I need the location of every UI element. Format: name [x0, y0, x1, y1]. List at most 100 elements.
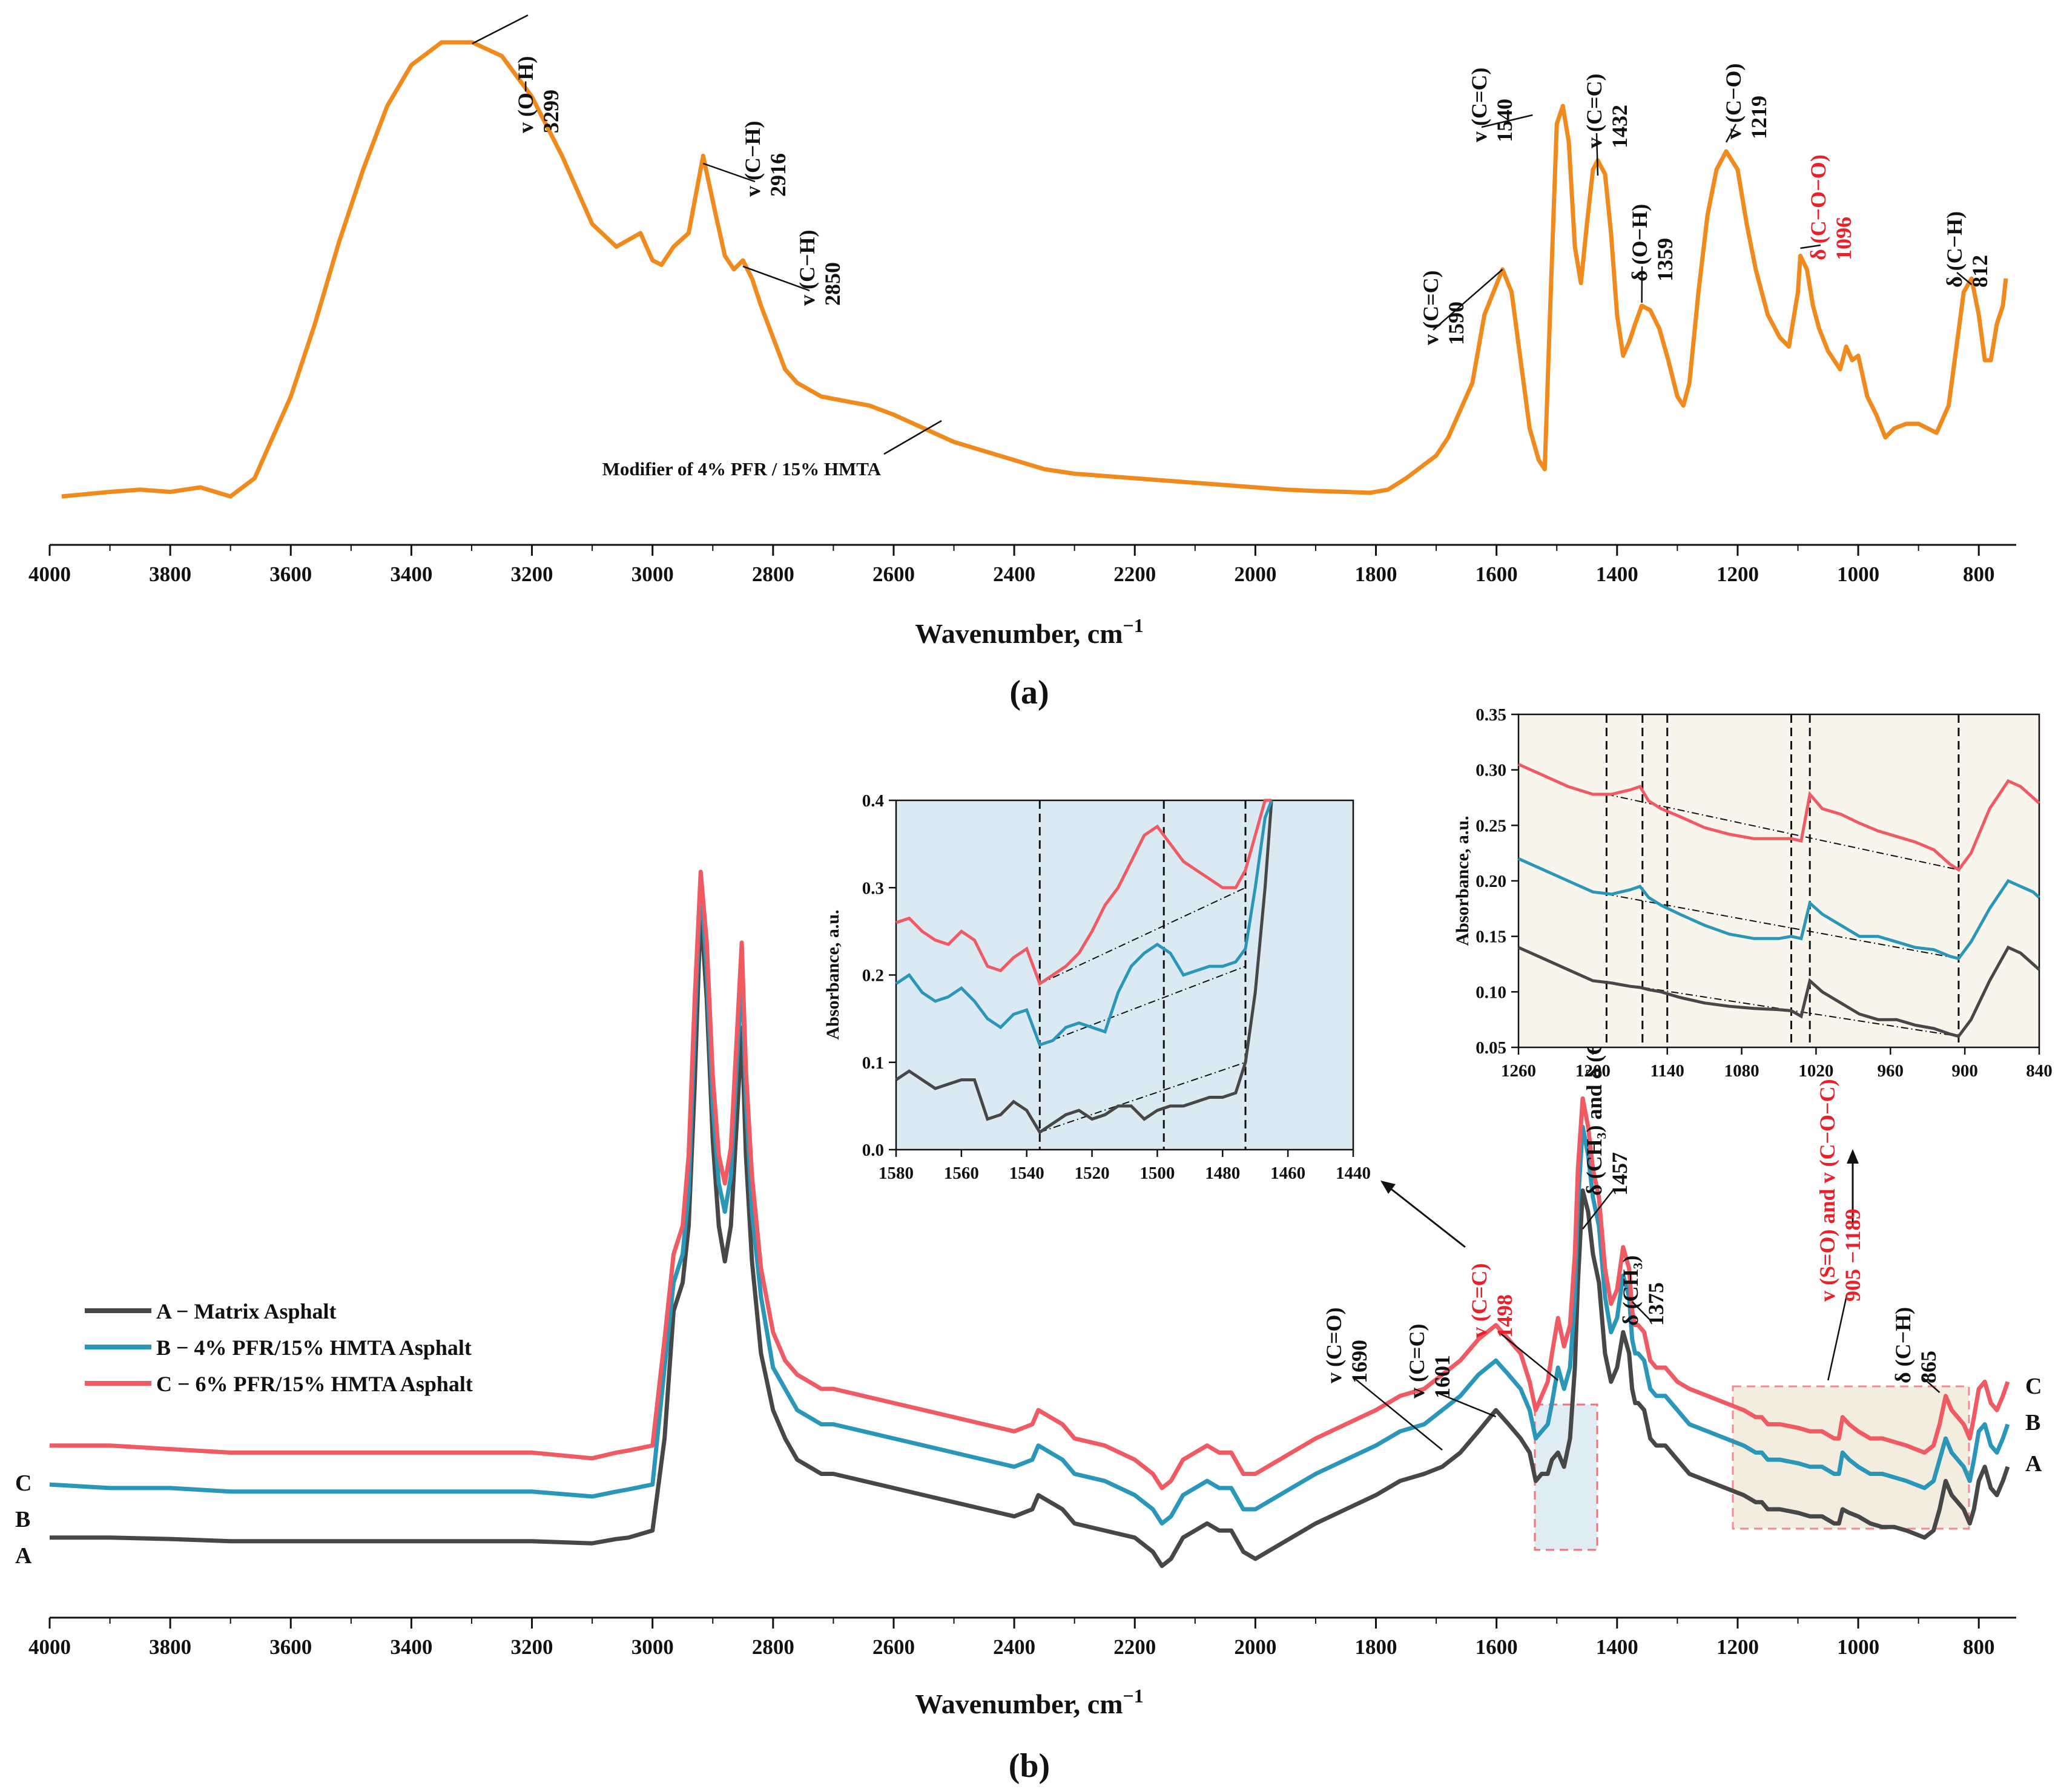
panel-a-spectrum-line: [62, 42, 2006, 496]
x-tick-label: 2000: [1234, 1635, 1276, 1659]
inset-1-y-tick-label: 0.0: [862, 1141, 884, 1160]
x-tick-label: 1800: [1355, 562, 1397, 586]
annotation-assignment: v (C=C): [1467, 68, 1491, 143]
inset-1-plot-area: [896, 800, 1353, 1150]
annotation-assignment: v (C−O): [1721, 64, 1746, 140]
annotation-leader: [1828, 1296, 1847, 1380]
x-tick-label: 1600: [1476, 1635, 1518, 1659]
x-tick-label: 2000: [1234, 562, 1276, 586]
annotation-wavenumber: 1359: [1653, 238, 1677, 282]
annotation-wavenumber: 1590: [1444, 301, 1468, 345]
annotation-assignment: δ (O−H): [1627, 204, 1652, 282]
inset-2-x-tick-label: 900: [1951, 1061, 1978, 1081]
x-tick-label: 3200: [511, 562, 553, 586]
series-letter-c-right: C: [2025, 1374, 2042, 1399]
x-tick-label: 2600: [872, 1635, 915, 1659]
x-tick-label: 3000: [631, 1635, 674, 1659]
inset-2-y-tick-label: 0.15: [1476, 927, 1506, 947]
annotation-wavenumber: 2850: [820, 262, 845, 306]
x-tick-label: 2800: [752, 1635, 794, 1659]
inset-1-x-tick-label: 1540: [1009, 1164, 1044, 1183]
annotation-assignment: δ (C−H): [1942, 211, 1967, 288]
x-tick-label: 1400: [1596, 1635, 1638, 1659]
series-letter-b-right: B: [2025, 1410, 2040, 1435]
x-tick-label: 4000: [28, 562, 71, 586]
inset-1-x-tick-label: 1460: [1270, 1164, 1305, 1183]
series-letter-a-left: A: [15, 1543, 32, 1569]
inset-1-x-tick-label: 1560: [944, 1164, 979, 1183]
inset-1-y-tick-label: 0.1: [862, 1053, 884, 1073]
inset-1-ylabel: Absorbance, a.u.: [823, 909, 843, 1039]
inset-1-x-tick-label: 1500: [1139, 1164, 1175, 1183]
x-tick-label: 3800: [149, 562, 191, 586]
annotation-assignment: δ (C−O−O): [1806, 154, 1830, 260]
panel-b-x-ticks: 4000 3800 3600 3400 3200 3000 2800 2600 2400 2200…: [28, 1618, 1994, 1659]
inset-1-x-tick-label: 1480: [1205, 1164, 1240, 1183]
panel-a: 4000 3800 3600 3400 3200 3000 2800 2600 2400 2200…: [28, 15, 2016, 711]
x-tick-label: 3600: [269, 1635, 312, 1659]
panel-a-xlabel: Wavenumber, cm−1: [915, 614, 1144, 649]
inset-2-x-tick-label: 1020: [1798, 1061, 1833, 1081]
x-tick-label: 1600: [1476, 562, 1518, 586]
annotation-wavenumber: 1498: [1492, 1294, 1517, 1338]
panel-b-xlabel: Wavenumber, cm−1: [915, 1685, 1144, 1719]
x-tick-label: 4000: [28, 1635, 71, 1659]
annotation-assignment: v (C=C): [1467, 1263, 1491, 1339]
x-tick-label: 2800: [752, 562, 794, 586]
inset-1-y-tick-label: 0.4: [862, 791, 884, 811]
inset-2-x-tick-label: 840: [2026, 1061, 2053, 1081]
panel-a-label: (a): [1009, 674, 1049, 711]
x-tick-label: 3000: [631, 562, 674, 586]
inset-1: 1580 1560 1540 1520 1500 1480 1460 1440 0.0 0.1 0.…: [823, 791, 1371, 1183]
inset-2-ylabel: Absorbance, a.u.: [1453, 815, 1472, 946]
inset-1-x-tick-label: 1580: [879, 1164, 914, 1183]
figure: 4000 3800 3600 3400 3200 3000 2800 2600 2400 2200…: [0, 0, 2061, 1792]
annotation-wavenumber: 3299: [539, 90, 563, 133]
x-tick-label: 3400: [390, 562, 432, 586]
legend: A − Matrix Asphalt B − 4% PFR/15% HMTA A…: [85, 1299, 473, 1396]
annotation-wavenumber: 1690: [1347, 1340, 1371, 1383]
annotation-wavenumber: 1219: [1747, 96, 1771, 139]
panel-a-x-ticks: 4000 3800 3600 3400 3200 3000 2800 2600 2400 2200…: [28, 545, 1994, 586]
annotation-assignment: v (O−H): [513, 56, 538, 134]
legend-item-c: C − 6% PFR/15% HMTA Asphalt: [156, 1372, 473, 1396]
annotation-assignment: v (C=C): [1419, 271, 1443, 346]
inset-1-arrow: [1380, 1181, 1465, 1247]
inset-2-y-tick-label: 0.25: [1476, 816, 1506, 835]
panel-b-label: (b): [1009, 1747, 1050, 1785]
annotation-wavenumber: 1096: [1832, 217, 1856, 260]
x-tick-label: 2400: [993, 562, 1035, 586]
x-tick-label: 3200: [511, 1635, 553, 1659]
annotation-assignment: v (S=O) and v (C−O−C): [1815, 1079, 1839, 1302]
inset-2-y-tick-label: 0.10: [1476, 983, 1506, 1002]
x-tick-label: 2200: [1113, 562, 1156, 586]
x-tick-label: 1400: [1596, 562, 1638, 586]
inset-2-plot-area: [1519, 714, 2039, 1047]
inset-2-x-tick-label: 1080: [1724, 1061, 1759, 1081]
inset-2-x-tick-label: 960: [1878, 1061, 1904, 1081]
inset-1-y-tick-label: 0.3: [862, 878, 884, 898]
x-tick-label: 1000: [1837, 1635, 1879, 1659]
series-letter-a-right: A: [2025, 1451, 2042, 1477]
x-tick-label: 1000: [1837, 562, 1879, 586]
annotation-wavenumber: 1540: [1492, 99, 1517, 142]
annotation-wavenumber: 1601: [1430, 1355, 1454, 1398]
inset-1-x-tick-label: 1440: [1336, 1164, 1371, 1183]
annotation-wavenumber: 1432: [1608, 105, 1632, 148]
x-tick-label: 2600: [872, 562, 915, 586]
x-tick-label: 3800: [149, 1635, 191, 1659]
x-tick-label: 800: [1963, 1635, 1995, 1659]
annotation-wavenumber: 1457: [1608, 1152, 1632, 1196]
inset-1-y-tick-label: 0.2: [862, 966, 884, 986]
annotation-assignment: δ (C−H): [1891, 1307, 1915, 1383]
x-tick-label: 1200: [1716, 562, 1759, 586]
annotation-wavenumber: 812: [1968, 255, 1992, 288]
inset-2-x-tick-label: 1140: [1650, 1061, 1684, 1081]
annotation-wavenumber: 1375: [1644, 1282, 1668, 1326]
curve-label-leader: [884, 421, 941, 454]
annotation-assignment: v (C=C): [1582, 74, 1606, 149]
annotation-assignment: v (C=C): [1405, 1324, 1429, 1399]
x-tick-label: 2400: [993, 1635, 1035, 1659]
series-letter-b-left: B: [15, 1507, 30, 1532]
legend-item-a: A − Matrix Asphalt: [156, 1299, 337, 1323]
